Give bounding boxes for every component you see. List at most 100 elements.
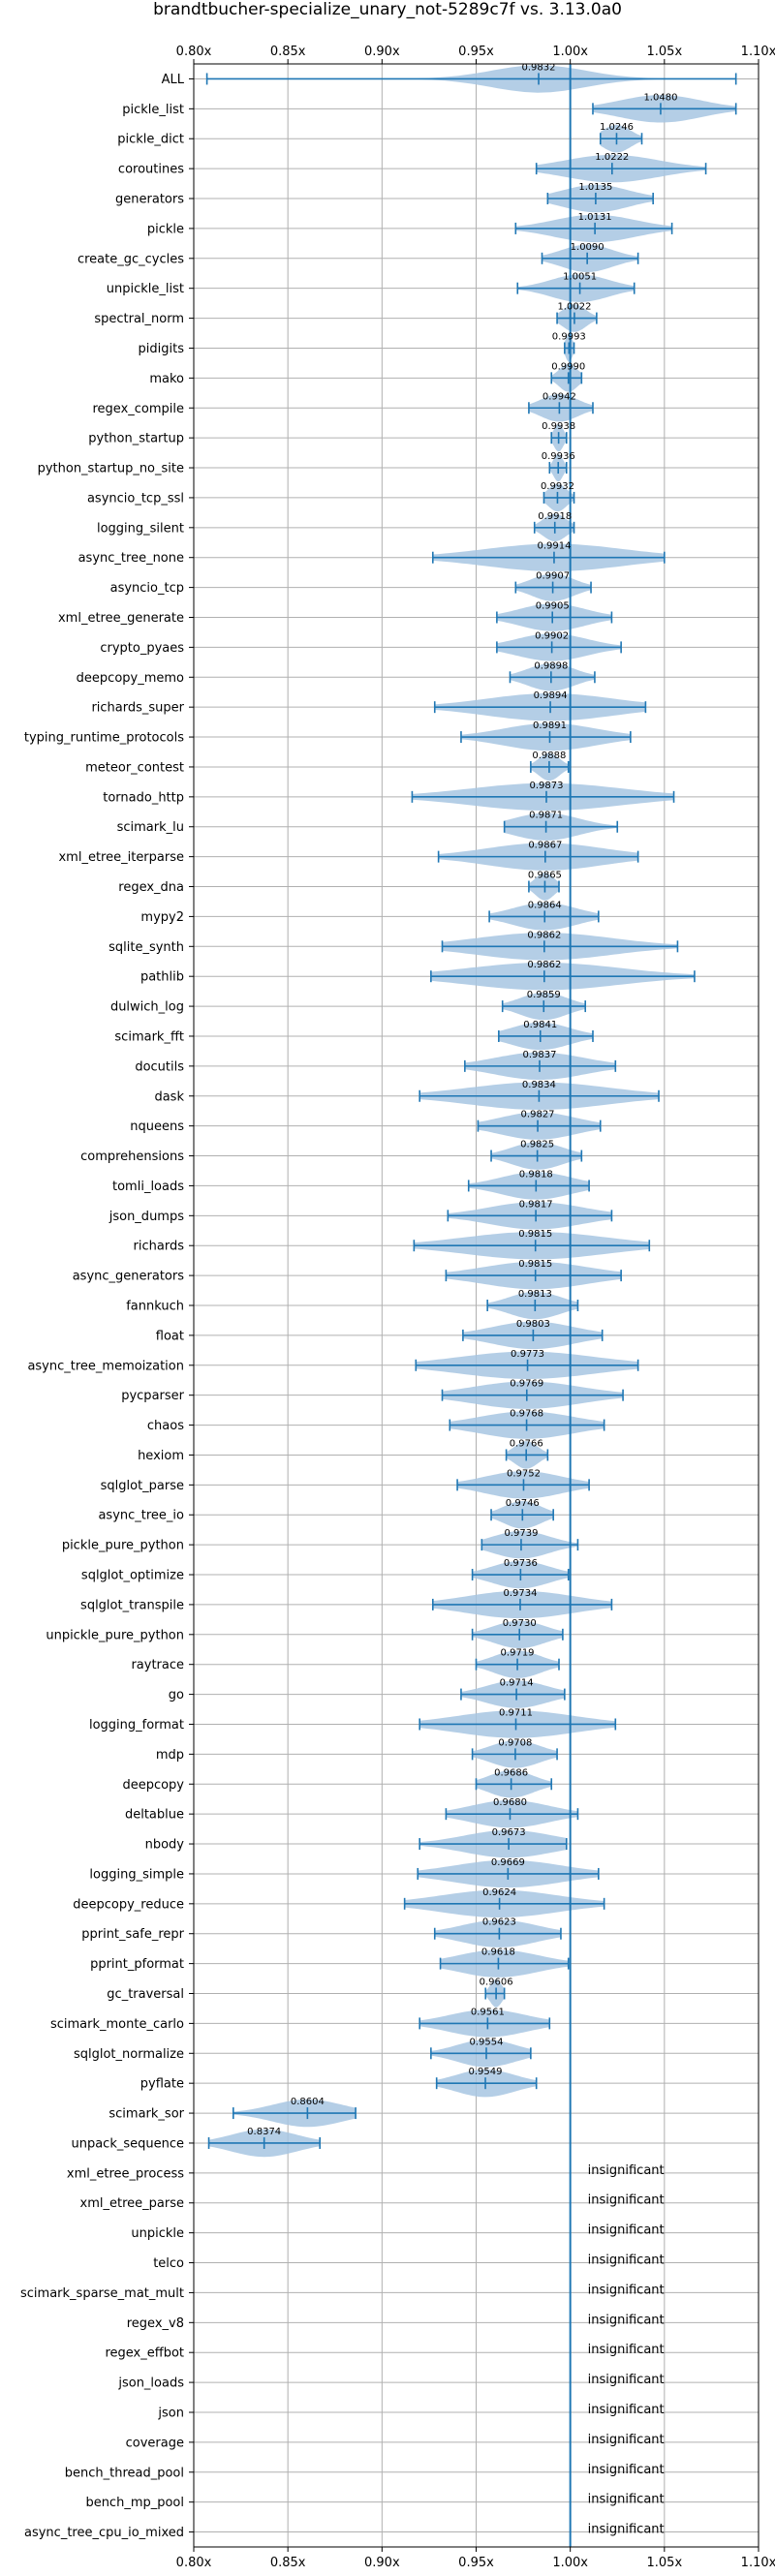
value-label: 0.9894: [534, 690, 568, 701]
value-label: 0.9773: [511, 1349, 544, 1360]
insignificant-label: insignificant: [588, 2493, 665, 2507]
value-label: 0.9867: [528, 841, 562, 851]
benchmark-name: scimark_sor: [108, 2107, 184, 2122]
benchmark-name: pprint_pformat: [90, 1957, 184, 1972]
benchmark-name: pidigits: [139, 342, 185, 356]
benchmark-name: fannkuch: [126, 1300, 184, 1314]
benchmark-name: comprehensions: [80, 1150, 184, 1164]
value-label: 0.9813: [518, 1289, 552, 1300]
insignificant-label: insignificant: [588, 2313, 665, 2327]
value-label: 0.9898: [534, 660, 568, 671]
benchmark-name: dask: [154, 1089, 184, 1104]
benchmark-name: telco: [153, 2256, 184, 2271]
benchmark-name: chaos: [147, 1419, 184, 1433]
value-label: 1.0135: [578, 182, 612, 193]
x-tick-label-bottom: 0.80x: [176, 2556, 212, 2570]
benchmark-name: regex_dna: [118, 880, 184, 895]
benchmark-name: regex_compile: [92, 402, 184, 416]
benchmark-name: unpickle: [131, 2226, 184, 2241]
value-label: 0.9554: [469, 2037, 503, 2047]
benchmark-name: regex_effbot: [105, 2346, 184, 2361]
benchmark-name: sqlglot_parse: [101, 1479, 184, 1493]
value-label: 0.9832: [522, 62, 556, 73]
value-label: 0.9549: [469, 2067, 503, 2077]
value-label: 0.9990: [551, 361, 585, 372]
benchmark-name: deepcopy_reduce: [73, 1897, 184, 1912]
violins: [206, 65, 736, 2158]
value-label: 1.0222: [595, 152, 629, 163]
benchmark-name: sqlglot_transpile: [80, 1598, 184, 1612]
benchmark-name: mdp: [156, 1748, 184, 1763]
benchmark-name: scimark_fft: [114, 1029, 184, 1044]
value-label: 0.9993: [552, 331, 586, 342]
benchmark-name: sqlglot_normalize: [74, 2047, 184, 2062]
benchmark-name: sqlite_synth: [108, 940, 184, 955]
benchmark-name: deepcopy_memo: [77, 671, 184, 686]
insignificant-label: insignificant: [588, 2283, 665, 2297]
x-tick-labels: 0.80x 0.80x 0.85x 0.85x 0.90x 0.90x 0.95x 0.95x…: [176, 45, 775, 2570]
benchmark-name: xml_etree_parse: [80, 2196, 184, 2211]
insignificant-label: insignificant: [588, 2433, 665, 2447]
benchmark-name: logging_silent: [97, 521, 184, 536]
benchmark-name: generators: [115, 193, 184, 207]
value-label: 0.9871: [529, 811, 563, 821]
value-label: 0.8374: [247, 2127, 281, 2137]
value-label: 1.0480: [643, 92, 677, 103]
benchmark-name: json_loads: [117, 2377, 184, 2391]
value-label: 0.9936: [542, 451, 575, 462]
benchmark-name: json_dumps: [108, 1210, 184, 1224]
x-tick-label-top: 1.10x: [741, 45, 775, 59]
insignificant-label: insignificant: [588, 2223, 665, 2238]
benchmark-name: xml_etree_generate: [58, 611, 184, 626]
benchmark-name: sqlglot_optimize: [81, 1569, 184, 1583]
value-label: 0.9932: [541, 481, 574, 492]
benchmark-name: pyflate: [140, 2077, 184, 2092]
value-label: 0.9859: [527, 990, 561, 1000]
benchmark-name: regex_v8: [127, 2316, 184, 2331]
value-label: 0.9817: [519, 1199, 553, 1210]
value-label: 0.9942: [542, 391, 576, 402]
value-label: 0.9827: [521, 1110, 555, 1120]
value-label: 1.0022: [557, 302, 591, 313]
value-label: 0.9873: [529, 781, 563, 791]
value-label: 0.9606: [480, 1978, 513, 1988]
insignificant-label: insignificant: [588, 2254, 665, 2268]
benchmark-name: nqueens: [130, 1119, 184, 1134]
benchmark-name: coroutines: [118, 163, 184, 177]
benchmark-name: logging_format: [89, 1718, 184, 1733]
value-label: 0.9905: [536, 600, 570, 611]
value-label: 0.9680: [493, 1797, 527, 1808]
benchmark-name: meteor_contest: [85, 760, 184, 775]
value-label: 0.9746: [506, 1498, 540, 1509]
benchmark-name: nbody: [145, 1838, 185, 1853]
benchmark-name: xml_etree_process: [67, 2166, 184, 2181]
value-label: 0.9686: [494, 1767, 528, 1778]
value-label: 0.9752: [507, 1468, 541, 1479]
benchmark-name: mako: [149, 372, 184, 386]
benchmark-name: pickle_pure_python: [62, 1539, 184, 1553]
value-label: 0.9862: [527, 930, 561, 940]
benchmark-name: pickle_dict: [117, 133, 184, 147]
benchmark-name: xml_etree_iterparse: [58, 850, 184, 865]
benchmark-name: scimark_monte_carlo: [50, 2017, 184, 2032]
value-label: 0.9736: [504, 1558, 538, 1569]
value-label: 0.9769: [510, 1379, 543, 1390]
x-tick-label-top: 0.90x: [364, 45, 400, 59]
insignificant-label: insignificant: [588, 2163, 665, 2178]
benchmark-name: bench_mp_pool: [85, 2496, 184, 2510]
value-label: 0.9719: [501, 1648, 535, 1659]
insignificant-label: insignificant: [588, 2463, 665, 2477]
benchmark-name: coverage: [126, 2436, 184, 2450]
value-label: 1.0090: [571, 242, 604, 253]
benchmark-name: deepcopy: [122, 1778, 184, 1793]
benchmark-name: pickle_list: [122, 103, 184, 117]
benchmark-name: deltablue: [125, 1808, 184, 1823]
value-label: 0.9768: [510, 1409, 543, 1420]
benchmark-name: richards_super: [91, 701, 184, 716]
insignificant-label: insignificant: [588, 2523, 665, 2537]
benchmark-name: gc_traversal: [107, 1987, 184, 2002]
value-label: 0.9708: [498, 1737, 532, 1748]
benchmark-name: crypto_pyaes: [100, 641, 184, 656]
value-label: 0.9837: [522, 1050, 556, 1060]
benchmark-name: scimark_lu: [117, 820, 184, 835]
